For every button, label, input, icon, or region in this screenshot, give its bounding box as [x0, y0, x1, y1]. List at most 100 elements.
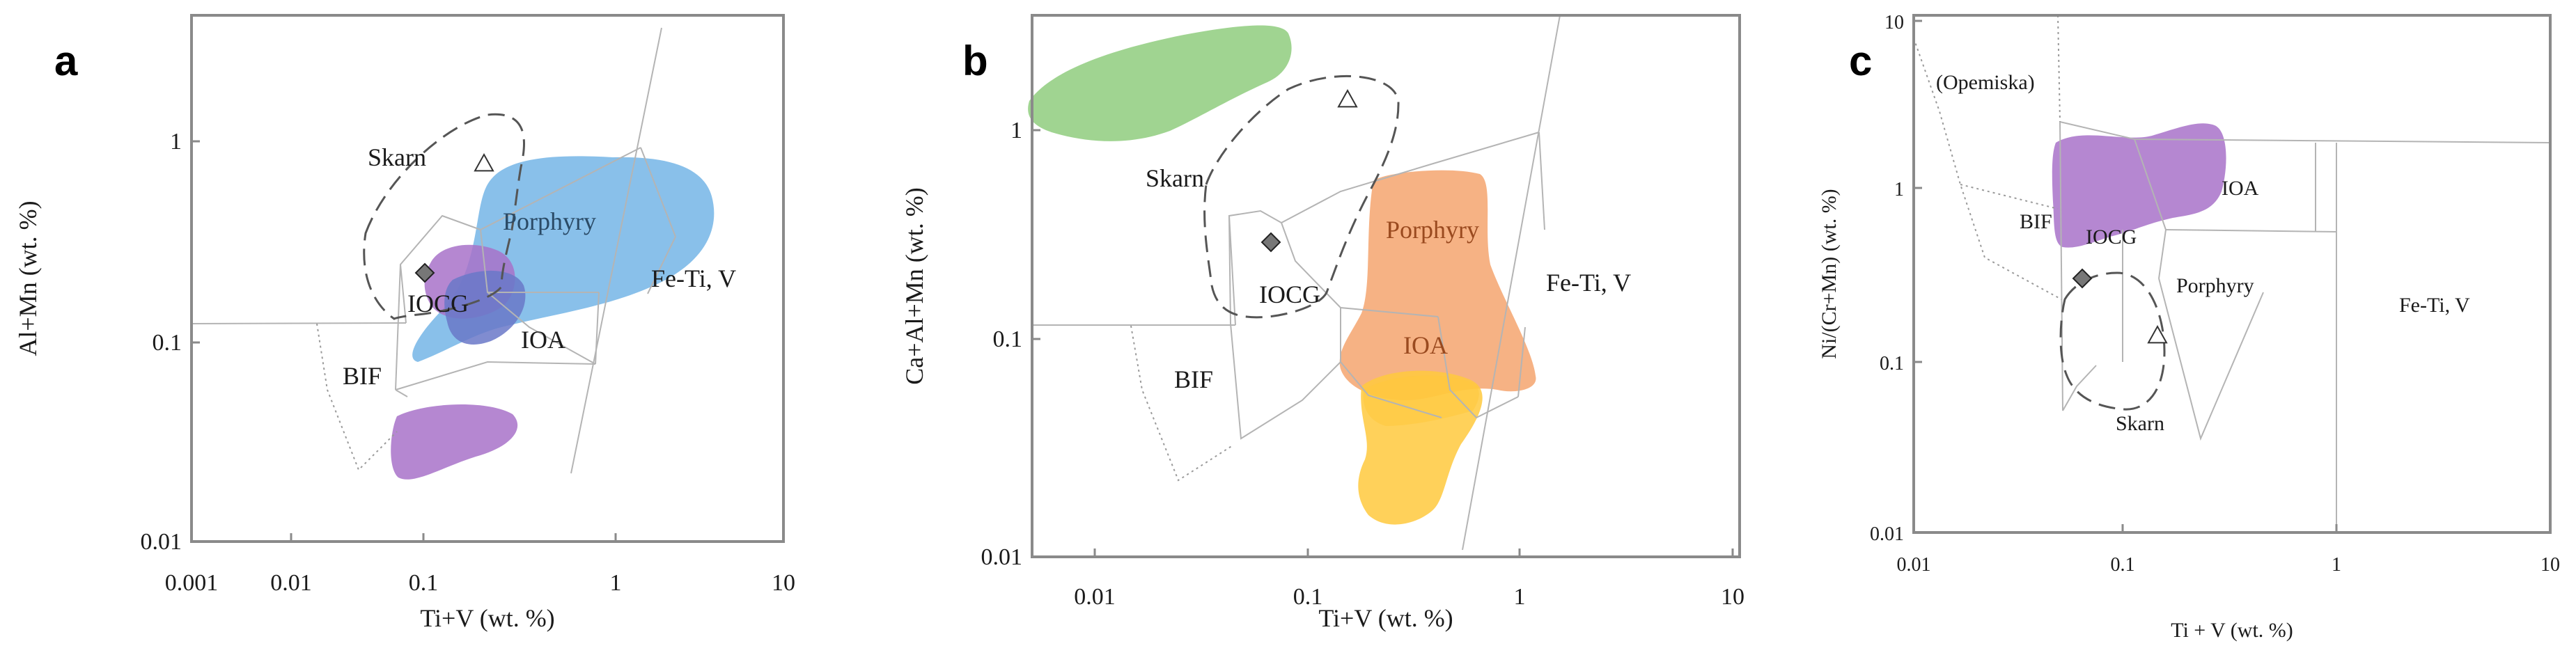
- field-boundary-dotted: [2057, 15, 2061, 123]
- field-label: IOCG: [2086, 226, 2137, 248]
- field-boundary-line: [1517, 326, 1526, 397]
- field-boundary-line: [395, 264, 401, 390]
- x-tick-label: 10: [1721, 584, 1744, 610]
- y-tick-label: 0.01: [981, 544, 1023, 570]
- iocg-porphyry-overlap: [444, 270, 526, 345]
- field-boundary-line: [2062, 365, 2097, 411]
- x-tick-label: 0.1: [2111, 554, 2135, 576]
- field-boundary-line: [395, 361, 596, 390]
- field-label: Fe-Ti, V: [2399, 294, 2470, 317]
- field-boundary-line: [1538, 132, 1545, 230]
- diamond-point: [2072, 268, 2093, 289]
- y-tick-label: 1: [1010, 118, 1022, 143]
- x-tick-label: 1: [1514, 584, 1526, 610]
- field-label: IOA: [1403, 331, 1448, 359]
- field-boundary-line: [2158, 278, 2264, 441]
- skarn-field-outline: [1203, 74, 1400, 319]
- panel-c: (Opemiska) BIF IOCG IOA Porphyry Skarn Fe-Ti, …: [1818, 12, 2560, 642]
- field-boundary-dotted: [1960, 184, 2059, 210]
- diamond-point: [414, 262, 435, 283]
- field-boundary-line: [640, 147, 676, 237]
- field-label: BIF: [1174, 365, 1213, 393]
- field-boundary-line: [1437, 316, 1519, 419]
- field-label: IOCG: [1259, 281, 1320, 308]
- field-boundary-line: [1230, 323, 1341, 440]
- field-boundary-line: [1228, 215, 1231, 324]
- field-label: Skarn: [368, 143, 426, 171]
- field-boundary-dotted: [1913, 38, 2062, 300]
- x-tick-label: 0.01: [270, 570, 312, 596]
- y-axis-label: Ca+Al+Mn (wt. %): [900, 187, 928, 385]
- skarn-field-outline: [2059, 271, 2166, 411]
- panel-letter: c: [1849, 38, 1872, 84]
- field-label: BIF: [2020, 210, 2052, 233]
- field-label: IOA: [521, 326, 565, 354]
- x-axis-label: Ti+V (wt. %): [1318, 604, 1453, 632]
- field-boundary-line: [399, 147, 641, 324]
- triangle-point: [474, 152, 494, 172]
- field-label: Porphyry: [503, 207, 596, 235]
- y-tick-label: 1: [1894, 179, 1904, 200]
- field-boundary-line: [647, 236, 676, 294]
- field-boundary-line: [2059, 121, 2063, 411]
- y-tick-label: 0.1: [993, 326, 1023, 352]
- x-tick-label: 0.1: [1293, 584, 1323, 610]
- skarn-field-outline: [363, 113, 525, 320]
- field-label: Skarn: [2116, 412, 2164, 435]
- plot-frame: [190, 14, 785, 543]
- x-axis-label: Ti + V (wt. %): [2171, 619, 2293, 642]
- field-label: Skarn: [1146, 164, 1204, 192]
- green-field: [1028, 25, 1292, 141]
- field-boundary-line: [570, 27, 662, 474]
- field-label: (Opemiska): [1936, 71, 2035, 94]
- x-tick-label: 10: [2540, 554, 2560, 576]
- y-tick-label: 0.1: [153, 330, 182, 356]
- y-axis-label: Al+Mn (wt. %): [14, 200, 42, 356]
- field-boundary-dotted: [1130, 325, 1233, 482]
- field-label: IOA: [2222, 177, 2259, 200]
- panel-b: Skarn Porphyry Fe-Ti, V IOCG IOA BIF 0.01 0.1 1 1…: [900, 14, 1744, 632]
- triangle-point: [1337, 88, 1358, 108]
- x-tick-label: 0.01: [1074, 584, 1116, 610]
- panel-letter: b: [962, 38, 988, 84]
- field-label: BIF: [343, 362, 382, 390]
- iocg-field-lower: [391, 404, 518, 480]
- panel-a: Skarn Porphyry Fe-Ti, V IOCG IOA BIF 0.001 0.01…: [14, 14, 795, 632]
- field-boundary-line: [480, 229, 596, 365]
- field-boundary-line: [191, 322, 407, 324]
- x-tick-label: 0.1: [409, 570, 439, 596]
- y-axis-label: Ni/(Cr+Mn) (wt. %): [1818, 189, 1841, 358]
- triangle-point: [2147, 324, 2168, 344]
- field-label: Porphyry: [2176, 274, 2254, 297]
- x-tick-label: 0.01: [1897, 554, 1931, 576]
- iocg-ioa-field: [2052, 123, 2226, 248]
- field-boundary-line: [395, 389, 408, 397]
- field-boundary-line: [1281, 222, 1439, 317]
- panel-letter: a: [54, 38, 78, 84]
- field-boundary-line: [1340, 361, 1442, 418]
- field-boundary-line: [2134, 139, 2167, 230]
- field-boundary-line: [1462, 15, 1561, 551]
- field-label: Fe-Ti, V: [651, 265, 736, 292]
- field-boundary-line: [2165, 229, 2337, 232]
- field-label: Porphyry: [1386, 216, 1479, 244]
- y-tick-label: 0.01: [1870, 523, 1904, 545]
- plot-frame: [1031, 14, 1741, 558]
- y-tick-label: 0.1: [1880, 353, 1904, 374]
- x-tick-label: 0.001: [165, 570, 219, 596]
- field-boundary-line: [2059, 121, 2551, 143]
- porphyry-field: [1339, 170, 1536, 400]
- field-label: Fe-Ti, V: [1546, 269, 1631, 297]
- field-boundary-dotted: [316, 323, 398, 471]
- x-axis-label: Ti+V (wt. %): [420, 604, 554, 632]
- y-tick-label: 10: [1884, 12, 1904, 33]
- x-tick-label: 10: [772, 570, 795, 596]
- field-boundary-line: [2158, 229, 2167, 279]
- y-tick-label: 1: [170, 129, 182, 155]
- y-tick-label: 0.01: [141, 529, 182, 555]
- diamond-point: [1260, 232, 1281, 253]
- x-tick-label: 1: [2332, 554, 2341, 576]
- x-tick-label: 1: [610, 570, 622, 596]
- field-label: IOCG: [407, 290, 469, 317]
